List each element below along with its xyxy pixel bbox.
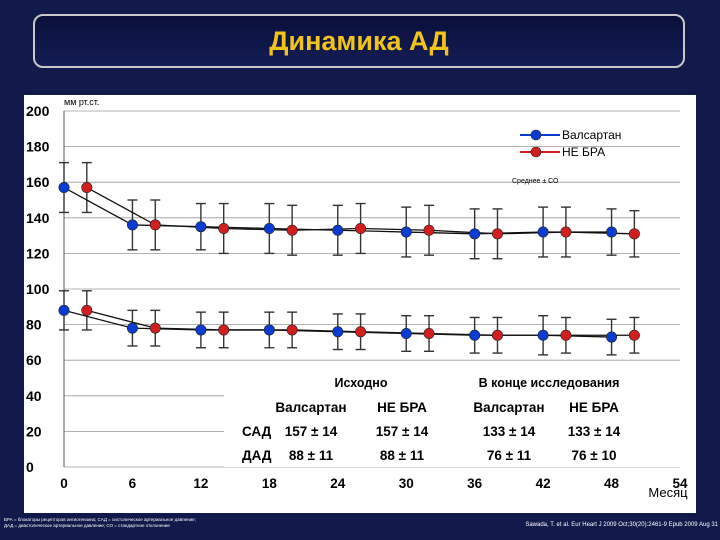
data-point: [263, 222, 275, 234]
data-point: [400, 328, 412, 340]
y-tick-label: 60: [26, 352, 42, 368]
table-col-header: НЕ БРА: [569, 400, 619, 415]
data-point: [491, 228, 503, 240]
data-point: [628, 228, 640, 240]
y-axis-label: мм рт.ст.: [64, 97, 99, 107]
legend-label: Валсартан: [562, 128, 621, 142]
data-point: [355, 222, 367, 234]
title-box: Динамика АД: [33, 14, 685, 68]
table-cell: 76 ± 11: [487, 448, 532, 463]
y-tick-label: 200: [26, 103, 50, 119]
table-cell: 88 ± 11: [380, 448, 425, 463]
data-point: [195, 221, 207, 233]
data-point: [332, 326, 344, 338]
table-cell: 88 ± 11: [289, 448, 334, 463]
data-point: [560, 226, 572, 238]
data-point: [423, 224, 435, 236]
legend-marker: [530, 146, 542, 158]
x-tick-label: 30: [399, 476, 414, 491]
data-point: [149, 219, 161, 231]
data-point: [423, 328, 435, 340]
x-tick-label: 48: [604, 476, 620, 491]
x-tick-label: 36: [467, 476, 483, 491]
x-tick-label: 12: [193, 476, 208, 491]
x-tick-label: 18: [262, 476, 278, 491]
data-point: [218, 324, 230, 336]
chart-annotation: Среднее ± СО: [512, 178, 559, 185]
data-point: [126, 322, 138, 334]
data-point: [537, 226, 549, 238]
legend-label: НЕ БРА: [562, 145, 605, 159]
table-col-header: НЕ БРА: [377, 400, 427, 415]
table-group-header: В конце исследования: [479, 376, 620, 390]
data-point: [355, 326, 367, 338]
footer-citation: Sawada, T. et al. Eur Heart J 2009 Oct;3…: [525, 522, 718, 528]
data-point: [149, 322, 161, 334]
data-point: [560, 329, 572, 341]
data-point: [469, 329, 481, 341]
table-col-header: Валсартан: [473, 400, 544, 415]
x-tick-label: 6: [129, 476, 137, 491]
data-point: [81, 182, 93, 194]
x-tick-label: 54: [672, 476, 688, 491]
data-point: [491, 329, 503, 341]
x-tick-label: 0: [60, 476, 68, 491]
y-tick-label: 140: [26, 210, 50, 226]
data-point: [400, 226, 412, 238]
y-tick-label: 20: [26, 423, 42, 439]
y-tick-label: 120: [26, 245, 50, 261]
footer-notes: БРА = блокаторы рецепторов ангиотензина;…: [4, 517, 254, 529]
legend-marker: [530, 129, 542, 141]
data-point: [332, 224, 344, 236]
x-tick-label: 24: [330, 476, 346, 491]
y-tick-label: 100: [26, 281, 50, 297]
footer-note-line-1: БРА = блокаторы рецепторов ангиотензина;…: [4, 517, 196, 522]
x-axis-label: Месяц: [648, 485, 688, 500]
data-point: [58, 304, 70, 316]
data-point: [195, 324, 207, 336]
data-point: [537, 329, 549, 341]
table-group-header: Исходно: [334, 376, 387, 390]
footer-note-line-2: ДАД = диастолическое артериальное давлен…: [4, 523, 170, 528]
table-cell: 76 ± 10: [572, 448, 617, 463]
data-point: [469, 228, 481, 240]
data-point: [58, 182, 70, 194]
table-cell: 157 ± 14: [285, 424, 338, 439]
x-tick-label: 42: [536, 476, 551, 491]
data-point: [263, 324, 275, 336]
y-tick-label: 160: [26, 174, 50, 190]
table-row-label: ДАД: [242, 448, 272, 463]
y-tick-label: 80: [26, 317, 42, 333]
table-cell: 133 ± 14: [568, 424, 621, 439]
data-point: [606, 226, 618, 238]
y-tick-label: 0: [26, 459, 34, 475]
data-point: [126, 219, 138, 231]
table-cell: 133 ± 14: [483, 424, 536, 439]
slide-title: Динамика АД: [269, 25, 449, 56]
data-point: [81, 304, 93, 316]
data-point: [606, 331, 618, 343]
table-col-header: Валсартан: [275, 400, 346, 415]
data-point: [628, 329, 640, 341]
data-point: [286, 324, 298, 336]
y-tick-label: 40: [26, 388, 42, 404]
chart-area: 0 20 40 60 80 100 120 140 160 180 200 мм рт.ст. Валс…: [24, 95, 696, 513]
table-cell: 157 ± 14: [376, 424, 429, 439]
table-background: [224, 367, 690, 467]
table-row-label: САД: [242, 424, 272, 439]
data-point: [218, 222, 230, 234]
data-point: [286, 224, 298, 236]
y-tick-label: 180: [26, 139, 50, 155]
